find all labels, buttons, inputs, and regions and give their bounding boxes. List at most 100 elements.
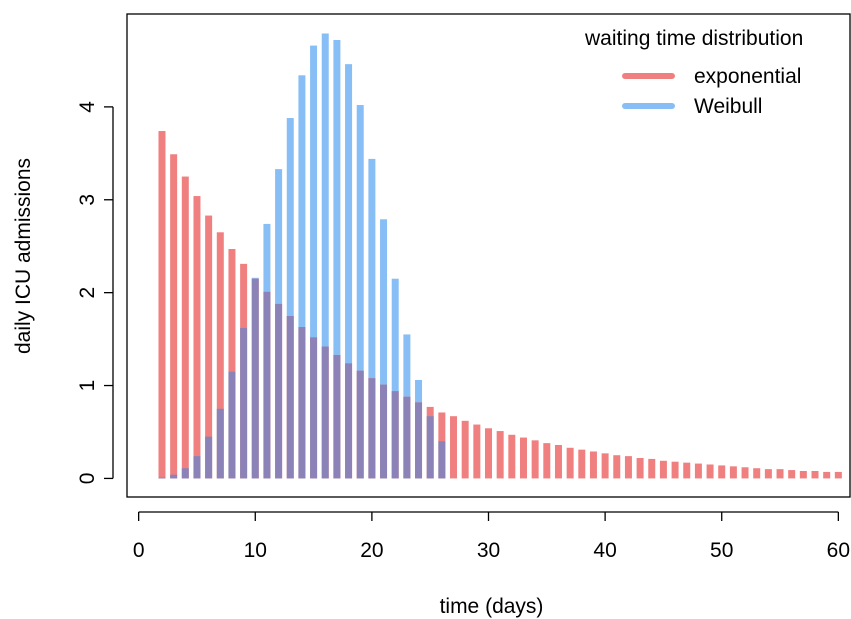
bar-overlap bbox=[205, 436, 213, 479]
plot-frame bbox=[126, 13, 851, 498]
bar-exponential bbox=[589, 451, 597, 479]
x-tick-label: 0 bbox=[133, 539, 145, 562]
y-tick-label: 3 bbox=[76, 194, 99, 206]
bar-exponential bbox=[753, 468, 761, 479]
x-tick-label: 20 bbox=[360, 539, 383, 562]
y-tick-label: 1 bbox=[76, 380, 99, 392]
bar-overlap bbox=[298, 327, 306, 479]
bar-weibull bbox=[298, 75, 306, 328]
y-tick-label: 2 bbox=[76, 287, 99, 299]
bar-overlap bbox=[181, 468, 189, 479]
y-tick-label: 4 bbox=[76, 101, 99, 113]
bar-exponential bbox=[613, 455, 621, 479]
axes-layer: 0 10 20 30 40 50 60 0 1 2 3 4 bbox=[76, 13, 851, 562]
bar-exponential bbox=[788, 470, 796, 479]
bar-overlap bbox=[380, 384, 388, 479]
bar-overlap bbox=[321, 346, 329, 479]
bar-exponential bbox=[578, 449, 586, 479]
bar-exponential bbox=[718, 465, 726, 479]
bar-exponential bbox=[170, 154, 178, 479]
bar-exponential bbox=[531, 440, 539, 479]
bar-exponential bbox=[228, 248, 236, 479]
bar-overlap bbox=[286, 315, 294, 479]
x-tick-label: 30 bbox=[477, 539, 500, 562]
bar-weibull bbox=[415, 379, 423, 403]
bar-overlap bbox=[170, 474, 178, 479]
bar-exponential bbox=[834, 471, 842, 479]
bar-overlap bbox=[368, 378, 376, 479]
bar-exponential bbox=[636, 457, 644, 479]
bar-exponential bbox=[811, 470, 819, 479]
bar-overlap bbox=[345, 363, 353, 479]
bar-overlap bbox=[263, 291, 271, 479]
bar-exponential bbox=[205, 215, 213, 479]
x-tick-label: 50 bbox=[710, 539, 733, 562]
bar-exponential bbox=[554, 444, 562, 479]
bar-exponential bbox=[776, 469, 784, 479]
bar-exponential bbox=[823, 471, 831, 479]
bar-exponential bbox=[519, 437, 527, 479]
bar-exponential bbox=[193, 196, 201, 479]
bar-overlap bbox=[158, 477, 166, 479]
bar-exponential bbox=[683, 462, 691, 479]
bars-layer bbox=[158, 33, 842, 479]
bar-exponential bbox=[158, 131, 166, 479]
bar-exponential bbox=[741, 467, 749, 479]
legend-label-weibull: Weibull bbox=[694, 95, 762, 118]
bar-overlap bbox=[275, 303, 283, 479]
bar-overlap bbox=[403, 396, 411, 479]
bar-exponential bbox=[764, 469, 772, 479]
bar-exponential bbox=[729, 466, 737, 479]
bar-exponential bbox=[543, 443, 551, 479]
bar-weibull bbox=[368, 158, 376, 379]
bar-overlap bbox=[356, 370, 364, 479]
bar-overlap bbox=[426, 416, 434, 479]
bar-weibull bbox=[275, 169, 283, 304]
legend-title: waiting time distribution bbox=[584, 27, 803, 50]
bar-exponential bbox=[624, 456, 632, 479]
legend-label-exponential: exponential bbox=[694, 65, 801, 88]
bar-exponential bbox=[216, 232, 224, 479]
bar-exponential bbox=[694, 463, 702, 479]
x-tick-label: 60 bbox=[827, 539, 850, 562]
x-tick-label: 40 bbox=[593, 539, 616, 562]
bar-overlap bbox=[228, 371, 236, 479]
y-axis-title: daily ICU admissions bbox=[12, 158, 35, 354]
bar-overlap bbox=[310, 337, 318, 479]
x-tick-label: 10 bbox=[244, 539, 267, 562]
bar-exponential bbox=[659, 460, 667, 479]
bar-exponential bbox=[799, 470, 807, 479]
bar-weibull bbox=[356, 105, 364, 371]
bar-exponential bbox=[450, 416, 458, 479]
bar-overlap bbox=[333, 354, 341, 479]
bar-overlap bbox=[438, 441, 446, 479]
bar-weibull bbox=[345, 64, 353, 364]
bar-overlap bbox=[251, 278, 259, 479]
bar-exponential bbox=[461, 420, 469, 479]
bar-overlap bbox=[216, 408, 224, 479]
bar-weibull bbox=[251, 277, 259, 279]
bar-weibull bbox=[286, 118, 294, 316]
bar-overlap bbox=[240, 327, 248, 479]
bar-overlap bbox=[415, 402, 423, 479]
bar-weibull bbox=[310, 45, 318, 338]
y-tick-label: 0 bbox=[76, 473, 99, 485]
bar-exponential bbox=[508, 434, 516, 479]
bar-exponential bbox=[601, 453, 609, 479]
bar-exponential bbox=[706, 464, 714, 479]
bar-exponential bbox=[496, 431, 504, 479]
bar-exponential bbox=[648, 458, 656, 479]
bar-weibull bbox=[380, 219, 388, 385]
legend: waiting time distribution exponential We… bbox=[584, 27, 803, 118]
bar-weibull bbox=[391, 278, 399, 392]
bar-exponential bbox=[566, 447, 574, 479]
bar-overlap bbox=[193, 456, 201, 479]
bar-exponential bbox=[485, 428, 492, 479]
bar-weibull bbox=[263, 223, 271, 292]
bar-weibull bbox=[333, 40, 341, 355]
bar-weibull bbox=[321, 33, 329, 347]
bar-exponential bbox=[473, 424, 481, 479]
bar-overlap bbox=[391, 391, 399, 479]
bar-exponential bbox=[181, 176, 189, 479]
